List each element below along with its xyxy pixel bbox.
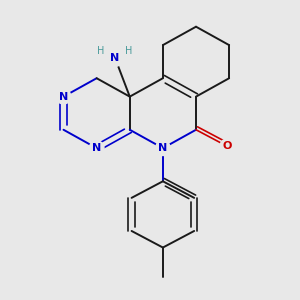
Circle shape bbox=[89, 141, 104, 155]
Text: H: H bbox=[125, 46, 133, 56]
Text: N: N bbox=[158, 143, 167, 153]
Text: N: N bbox=[110, 53, 120, 63]
Text: H: H bbox=[98, 46, 105, 56]
Text: N: N bbox=[92, 143, 101, 153]
Text: O: O bbox=[223, 141, 232, 151]
Circle shape bbox=[155, 141, 170, 155]
Circle shape bbox=[106, 50, 124, 67]
Circle shape bbox=[220, 139, 235, 154]
Text: N: N bbox=[59, 92, 68, 102]
Circle shape bbox=[56, 89, 71, 104]
